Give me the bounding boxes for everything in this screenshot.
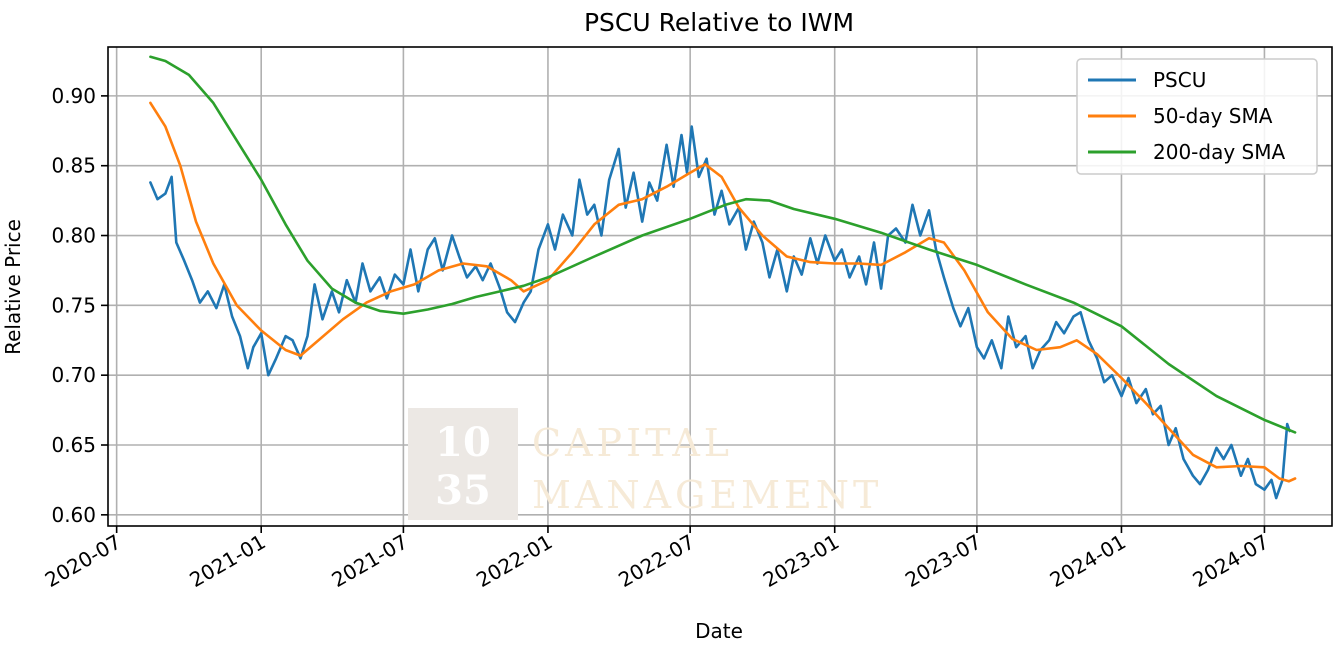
x-tick-label: 2022-01 — [472, 530, 556, 593]
y-tick-label: 0.70 — [51, 363, 96, 387]
watermark: 10 35 CAPITAL MANAGEMENT — [408, 408, 882, 520]
y-axis: 0.60 0.65 0.70 0.75 0.80 0.85 0.90 — [51, 84, 108, 527]
x-tick-label: 2024-07 — [1189, 530, 1273, 593]
y-axis-label: Relative Price — [1, 219, 25, 355]
watermark-number-top: 10 — [435, 419, 491, 466]
x-tick-label: 2023-07 — [901, 530, 985, 593]
x-axis-label: Date — [695, 619, 743, 643]
watermark-number-bottom: 35 — [435, 467, 491, 514]
y-tick-label: 0.60 — [51, 503, 96, 527]
watermark-logo-box — [408, 408, 518, 520]
y-tick-label: 0.65 — [51, 433, 96, 457]
watermark-word-bottom: MANAGEMENT — [532, 473, 882, 517]
x-tick-label: 2022-07 — [614, 530, 698, 593]
x-tick-label: 2023-01 — [759, 530, 843, 593]
series-line-pscu — [149, 125, 1291, 500]
y-tick-label: 0.85 — [51, 154, 96, 178]
x-tick-label: 2020-07 — [41, 530, 125, 593]
y-tick-label: 0.75 — [51, 293, 96, 317]
series-lines — [149, 55, 1297, 500]
legend-label-sma50: 50-day SMA — [1153, 104, 1273, 128]
legend: PSCU 50-day SMA 200-day SMA — [1076, 58, 1318, 175]
x-axis: 2020-07 2021-01 2021-07 2022-01 2022-07 2023-… — [41, 526, 1273, 592]
x-tick-label: 2021-01 — [185, 530, 269, 593]
series-line-200-day-sma — [149, 55, 1297, 434]
legend-label-pscu: PSCU — [1153, 68, 1206, 92]
y-tick-label: 0.90 — [51, 84, 96, 108]
plot-frame — [107, 46, 1333, 527]
y-tick-label: 0.80 — [51, 224, 96, 248]
legend-label-sma200: 200-day SMA — [1153, 140, 1285, 164]
watermark-word-top: CAPITAL — [532, 421, 733, 465]
legend-box — [1076, 58, 1318, 175]
x-tick-label: 2024-01 — [1046, 530, 1130, 593]
x-tick-label: 2021-07 — [328, 530, 412, 593]
series-line-50-day-sma — [149, 101, 1297, 483]
chart-title: PSCU Relative to IWM — [584, 8, 854, 37]
grid — [108, 47, 1332, 526]
